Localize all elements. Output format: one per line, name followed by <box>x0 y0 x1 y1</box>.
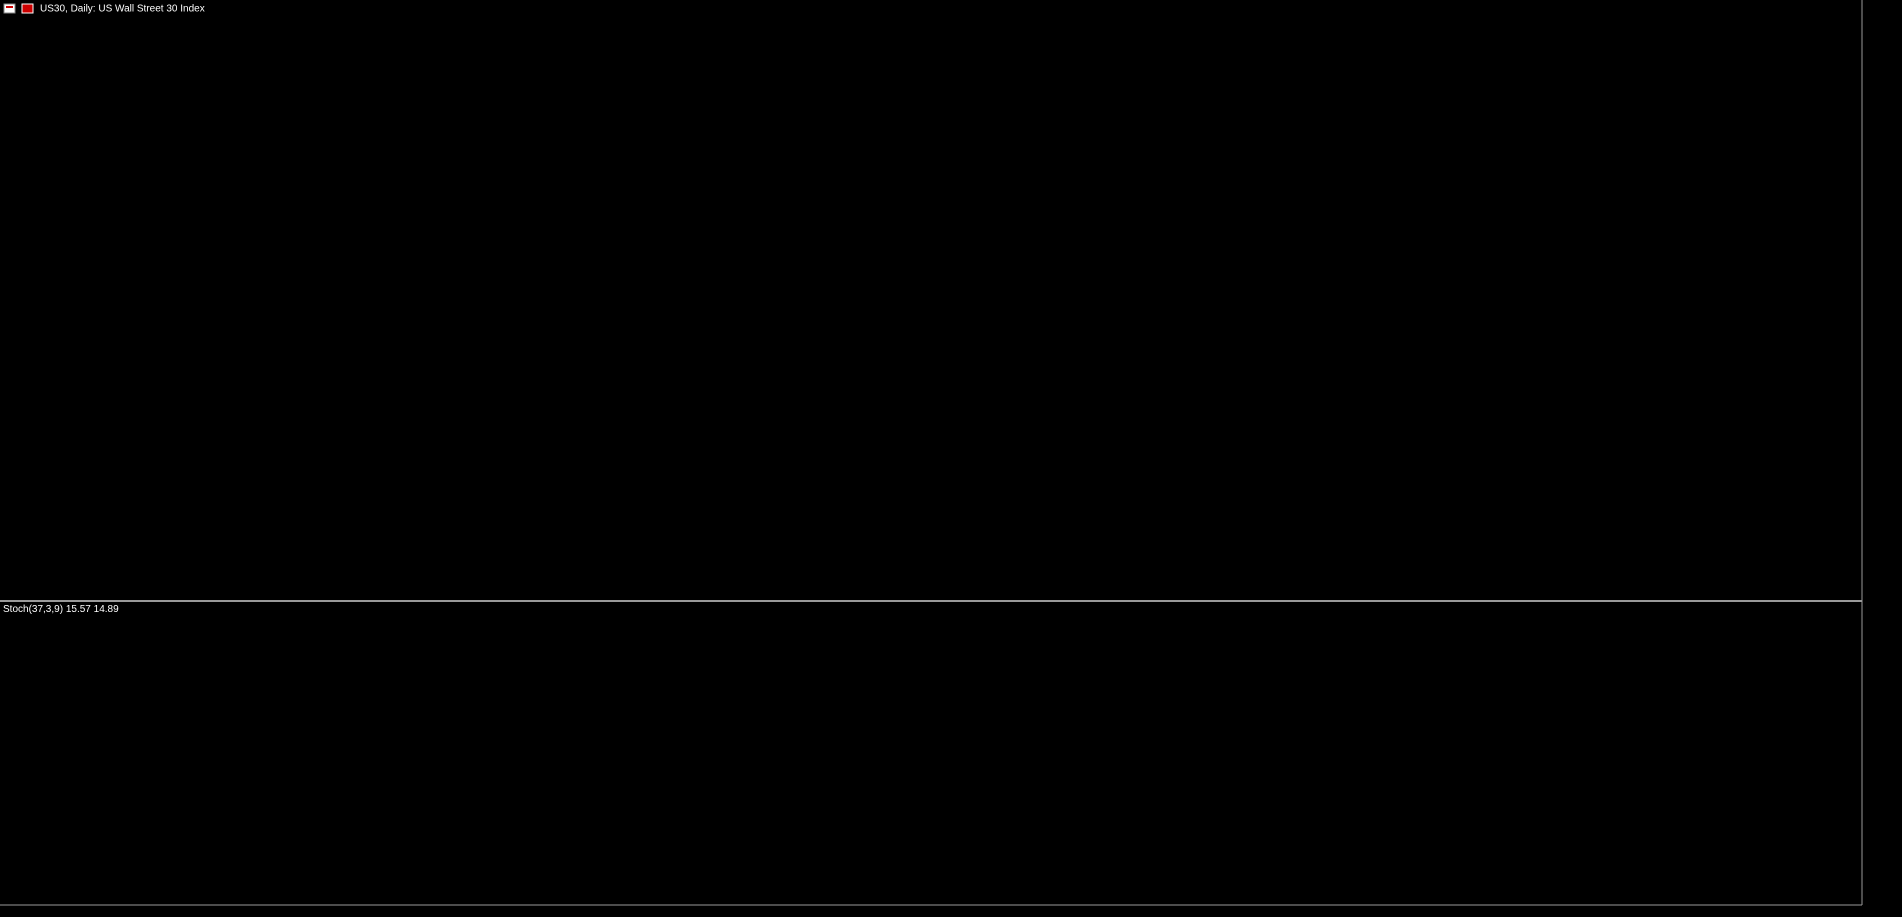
icon <box>6 6 13 8</box>
chart-title: US30, Daily: US Wall Street 30 Index <box>40 4 205 15</box>
icon <box>3 3 16 14</box>
indicator-name: Stoch(37,3,9) <box>3 604 63 615</box>
indicator-value: 14.89 <box>94 604 119 615</box>
icon <box>21 3 34 14</box>
indicator-value: 15.57 <box>66 604 91 615</box>
chart-icons <box>3 3 34 14</box>
indicator-title: Stoch(37,3,9) 15.57 14.89 <box>3 604 119 615</box>
